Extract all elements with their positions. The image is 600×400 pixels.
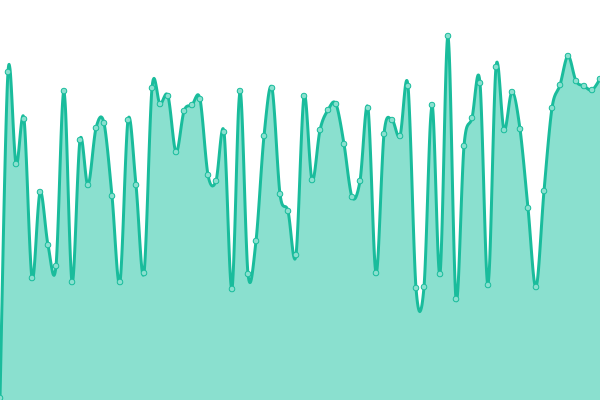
data-point-56 (444, 32, 452, 40)
data-point-31 (244, 270, 252, 278)
data-point-25 (196, 95, 204, 103)
data-point-7 (52, 262, 60, 270)
data-point-57 (452, 295, 460, 303)
data-point-42 (332, 100, 340, 108)
data-point-12 (92, 124, 100, 132)
data-point-19 (148, 84, 156, 92)
data-point-73 (580, 82, 588, 90)
data-point-51 (404, 82, 412, 90)
data-point-60 (476, 79, 484, 87)
data-point-23 (180, 107, 188, 115)
data-point-0 (0, 394, 4, 400)
data-point-61 (484, 281, 492, 289)
data-point-38 (300, 92, 308, 100)
data-point-33 (260, 132, 268, 140)
data-point-36 (284, 207, 292, 215)
data-point-3 (20, 115, 28, 123)
data-point-52 (412, 284, 420, 292)
data-markers (0, 32, 600, 400)
data-point-70 (556, 81, 564, 89)
data-point-54 (428, 101, 436, 109)
data-point-35 (276, 190, 284, 198)
data-point-22 (172, 148, 180, 156)
data-point-48 (380, 130, 388, 138)
data-point-27 (212, 177, 220, 185)
data-point-13 (100, 119, 108, 127)
data-point-15 (116, 278, 124, 286)
data-point-1 (4, 68, 12, 76)
data-point-43 (340, 140, 348, 148)
data-point-11 (84, 181, 92, 189)
data-point-49 (388, 116, 396, 124)
data-point-32 (252, 237, 260, 245)
data-point-68 (540, 187, 548, 195)
data-point-26 (204, 171, 212, 179)
data-point-20 (156, 100, 164, 108)
data-point-28 (220, 128, 228, 136)
data-point-67 (532, 283, 540, 291)
data-point-53 (420, 283, 428, 291)
data-point-37 (292, 251, 300, 259)
data-point-8 (60, 87, 68, 95)
data-point-41 (324, 106, 332, 114)
data-point-17 (132, 181, 140, 189)
data-point-24 (188, 101, 196, 109)
data-point-30 (236, 87, 244, 95)
data-point-63 (500, 126, 508, 134)
data-point-18 (140, 269, 148, 277)
data-point-21 (164, 92, 172, 100)
data-point-75 (596, 75, 600, 83)
data-point-50 (396, 132, 404, 140)
data-point-14 (108, 192, 116, 200)
data-point-44 (348, 193, 356, 201)
data-point-29 (228, 285, 236, 293)
data-point-65 (516, 125, 524, 133)
data-point-9 (68, 278, 76, 286)
data-point-71 (564, 52, 572, 60)
data-point-58 (460, 142, 468, 150)
data-point-2 (12, 160, 20, 168)
data-point-59 (468, 114, 476, 122)
data-point-45 (356, 177, 364, 185)
data-point-39 (308, 176, 316, 184)
data-point-66 (524, 204, 532, 212)
data-point-72 (572, 77, 580, 85)
data-point-6 (44, 241, 52, 249)
data-point-34 (268, 84, 276, 92)
data-point-55 (436, 270, 444, 278)
data-point-4 (28, 274, 36, 282)
data-point-40 (316, 126, 324, 134)
data-point-62 (492, 63, 500, 71)
data-point-10 (76, 136, 84, 144)
data-point-16 (124, 116, 132, 124)
data-point-5 (36, 188, 44, 196)
data-point-69 (548, 104, 556, 112)
data-point-46 (364, 104, 372, 112)
data-point-47 (372, 269, 380, 277)
data-point-74 (588, 86, 596, 94)
data-point-64 (508, 88, 516, 96)
